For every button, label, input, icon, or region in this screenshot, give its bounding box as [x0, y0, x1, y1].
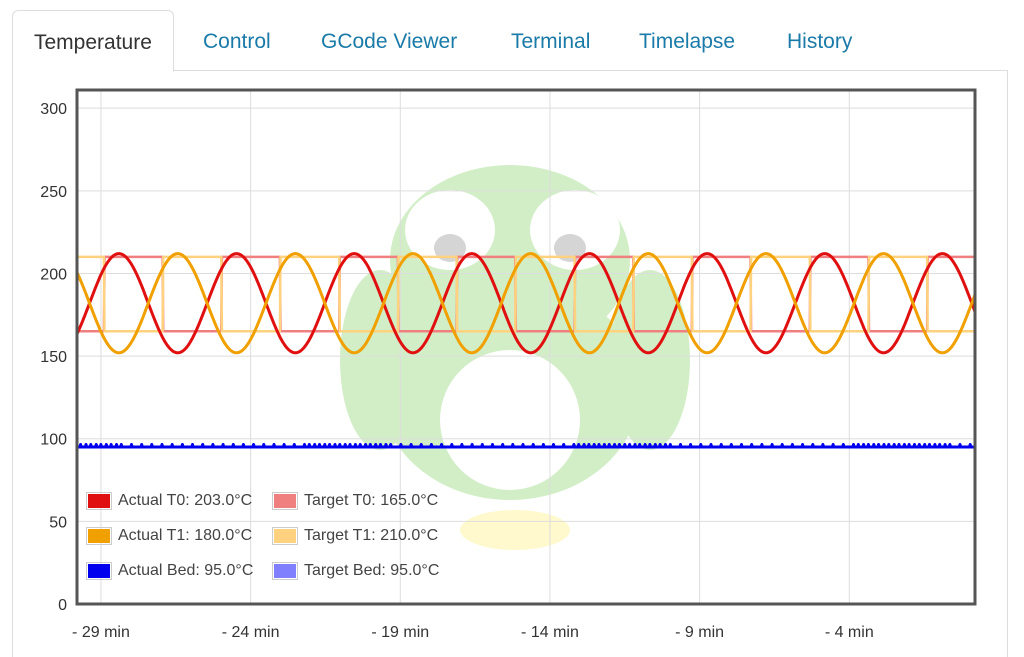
tab-history[interactable]: History	[787, 30, 853, 53]
tab-temperature[interactable]: Temperature	[12, 10, 174, 72]
y-tick-label: 200	[40, 266, 67, 283]
legend-item: Actual T1: 180.0°C	[86, 527, 252, 545]
legend-label: Actual Bed: 95.0°C	[118, 562, 254, 579]
legend-swatch	[272, 492, 298, 510]
legend-item: Actual T0: 203.0°C	[86, 492, 252, 510]
y-tick-label: 150	[40, 349, 67, 366]
series-line-actual-bed	[76, 443, 976, 449]
legend-label: Target T1: 210.0°C	[304, 527, 439, 544]
x-tick-label: - 19 min	[371, 624, 429, 641]
legend-label: Target Bed: 95.0°C	[304, 562, 440, 579]
octopus-watermark	[340, 165, 690, 550]
legend-swatch	[272, 562, 298, 580]
tab-timelapse[interactable]: Timelapse	[639, 30, 736, 53]
legend-label: Target T0: 165.0°C	[304, 492, 439, 509]
series-line-actual-t0	[75, 252, 977, 355]
legend-swatch	[86, 492, 112, 510]
legend-label: Actual T0: 203.0°C	[118, 492, 253, 509]
x-tick-label: - 29 min	[72, 624, 130, 641]
tab-terminal[interactable]: Terminal	[511, 30, 591, 53]
series-line-actual-t1	[75, 252, 977, 355]
series-line-target-t0	[76, 255, 976, 333]
temperature-panel	[12, 70, 1008, 657]
y-tick-label: 0	[58, 597, 67, 614]
x-tick-label: - 9 min	[675, 624, 724, 641]
legend-item: Target T0: 165.0°C	[272, 492, 438, 510]
x-tick-label: - 4 min	[825, 624, 874, 641]
legend-item: Target T1: 210.0°C	[272, 527, 438, 545]
tab-bar: Temperature Control GCode Viewer Termina…	[12, 10, 1008, 72]
x-tick-label: - 14 min	[521, 624, 579, 641]
legend-swatch	[86, 562, 112, 580]
y-tick-label: 50	[49, 514, 67, 531]
y-tick-label: 100	[40, 432, 67, 449]
plot-border	[75, 88, 977, 606]
legend-item: Actual Bed: 95.0°C	[86, 562, 253, 580]
legend-swatch	[86, 527, 112, 545]
legend-swatch	[272, 527, 298, 545]
x-tick-label: - 24 min	[222, 624, 280, 641]
tab-gcode-viewer[interactable]: GCode Viewer	[321, 30, 458, 53]
tab-control[interactable]: Control	[203, 30, 271, 53]
legend-label: Actual T1: 180.0°C	[118, 527, 253, 544]
legend-item: Target Bed: 95.0°C	[272, 562, 439, 580]
y-tick-label: 300	[40, 101, 67, 118]
y-tick-label: 250	[40, 184, 67, 201]
